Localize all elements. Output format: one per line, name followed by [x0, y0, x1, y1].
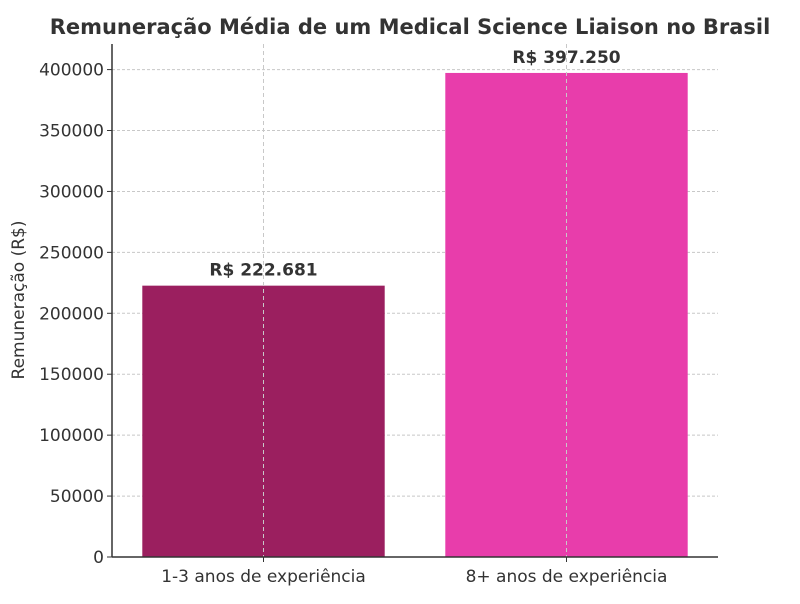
y-tick-label: 150000 — [39, 365, 104, 385]
y-axis-label: Remuneração (R$) — [9, 221, 29, 380]
y-tick-label: 400000 — [39, 61, 104, 81]
data-labels: R$ 222.681 R$ 397.250 — [209, 48, 620, 281]
bar — [142, 285, 385, 557]
chart-title: Remuneração Média de um Medical Science … — [50, 15, 771, 39]
data-label: R$ 222.681 — [209, 261, 317, 281]
y-tick-label: 300000 — [39, 182, 104, 202]
y-axis: 0 50000 100000 150000 200000 250000 300000 3500… — [39, 44, 113, 568]
y-tick-label: 350000 — [39, 122, 104, 142]
y-tick-label: 0 — [93, 548, 104, 568]
x-axis: 1-3 anos de experiência 8+ anos de experi… — [112, 556, 718, 587]
y-tick-label: 50000 — [50, 487, 104, 507]
x-tick-label: 1-3 anos de experiência — [161, 567, 366, 587]
bars — [142, 72, 688, 557]
y-tick-label: 200000 — [39, 304, 104, 324]
bar — [445, 72, 688, 557]
data-label: R$ 397.250 — [512, 48, 620, 68]
y-tick-label: 100000 — [39, 426, 104, 446]
vertical-grid — [263, 44, 567, 557]
y-tick-label: 250000 — [39, 243, 104, 263]
x-tick-label: 8+ anos de experiência — [466, 567, 668, 587]
